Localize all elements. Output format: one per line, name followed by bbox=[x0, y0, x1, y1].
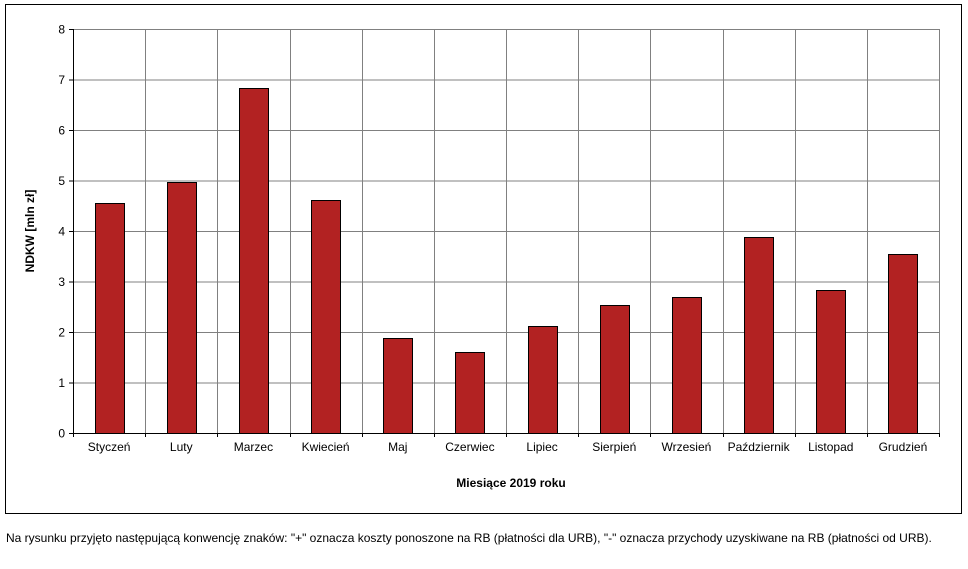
bar bbox=[167, 182, 197, 434]
bar bbox=[600, 305, 630, 434]
bar bbox=[383, 338, 413, 434]
y-tick-label: 8 bbox=[58, 23, 65, 37]
x-axis-label: Miesiące 2019 roku bbox=[456, 476, 565, 490]
y-tick-label: 7 bbox=[58, 73, 65, 87]
figure-caption: Na rysunku przyjęto następującą konwencj… bbox=[6, 531, 932, 545]
x-tick-label: Lipiec bbox=[526, 440, 557, 454]
y-tick-label: 0 bbox=[58, 427, 65, 441]
x-tick-label: Październik bbox=[728, 440, 791, 454]
y-tick-label: 2 bbox=[58, 326, 65, 340]
x-tick-label: Kwiecień bbox=[302, 440, 350, 454]
x-tick-label: Sierpień bbox=[592, 440, 636, 454]
bar bbox=[672, 297, 702, 434]
bar bbox=[311, 200, 341, 434]
y-tick-label: 1 bbox=[58, 376, 65, 390]
y-tick-label: 3 bbox=[58, 275, 65, 289]
y-axis-label: NDKW [mln zł] bbox=[23, 190, 37, 273]
bar bbox=[95, 203, 125, 434]
x-tick-label: Grudzień bbox=[879, 440, 928, 454]
bar bbox=[744, 237, 774, 434]
y-tick-label: 5 bbox=[58, 174, 65, 188]
x-tick-label: Styczeń bbox=[88, 440, 131, 454]
x-tick-label: Marzec bbox=[234, 440, 273, 454]
bar-chart: 0 1 2 3 4 5 6 7 8 Styczeń Luty Marzec Kwiecień Maj Cze… bbox=[23, 23, 940, 490]
x-tick-label: Wrzesień bbox=[662, 440, 712, 454]
x-tick-label: Czerwiec bbox=[445, 440, 494, 454]
bar bbox=[528, 326, 558, 434]
bar bbox=[816, 290, 846, 434]
bar bbox=[888, 254, 918, 434]
bar bbox=[239, 88, 269, 434]
y-tick-label: 6 bbox=[58, 124, 65, 138]
x-tick-label: Listopad bbox=[808, 440, 853, 454]
x-tick-label: Luty bbox=[170, 440, 193, 454]
bar bbox=[455, 352, 485, 434]
x-tick-label: Maj bbox=[388, 440, 407, 454]
y-tick-label: 4 bbox=[58, 225, 65, 239]
